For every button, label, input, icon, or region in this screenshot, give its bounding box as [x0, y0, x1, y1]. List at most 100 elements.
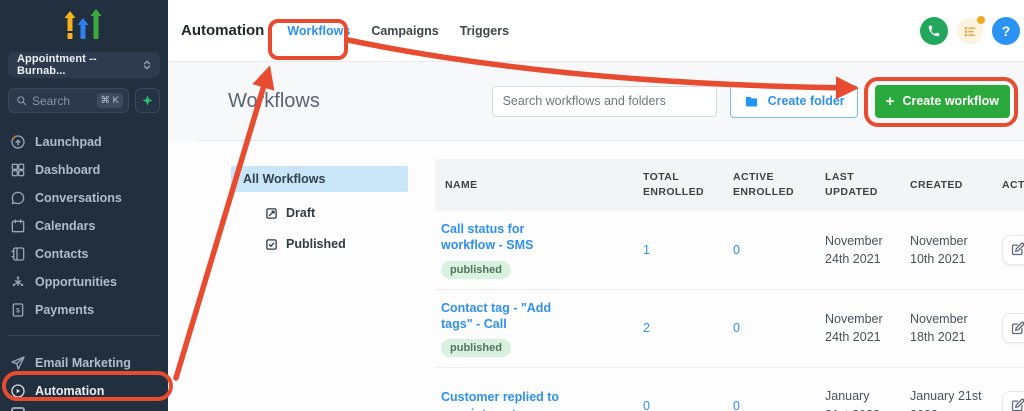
edit-pencil-icon [1010, 321, 1024, 336]
sidebar-item-email-marketing[interactable]: Email Marketing [0, 349, 168, 377]
create-folder-button[interactable]: Create folder [729, 84, 858, 118]
edit-workflow-button[interactable] [1002, 234, 1024, 265]
status-badge: published [441, 260, 511, 279]
topbar: Automation Workflows Campaigns Triggers [168, 0, 1024, 62]
tab-workflows[interactable]: Workflows [287, 23, 351, 38]
section-title: Workflows [228, 89, 320, 112]
total-enrolled-value[interactable]: 1 [643, 242, 650, 257]
automation-icon [10, 383, 26, 399]
tab-campaigns[interactable]: Campaigns [371, 23, 439, 38]
edit-pencil-icon [1010, 398, 1024, 411]
active-enrolled-value[interactable]: 0 [733, 398, 740, 411]
page-title: Automation [181, 22, 265, 39]
table-row: Customer replied to appointment - no 0 0… [435, 368, 1024, 411]
phone-icon [927, 24, 941, 38]
sidebar-item-label: Contacts [35, 247, 89, 261]
create-folder-label: Create folder [767, 94, 845, 108]
account-switcher[interactable]: Appointment -- Burnab... [8, 52, 160, 78]
column-header-created: CREATED [910, 178, 963, 191]
table-row: Contact tag - "Add tags" - Call publishe… [435, 290, 1024, 368]
workflow-search-input[interactable] [491, 85, 717, 117]
total-enrolled-value[interactable]: 2 [643, 321, 650, 336]
tab-triggers[interactable]: Triggers [459, 23, 510, 38]
account-switcher-value: Appointment -- Burnab... [17, 53, 97, 77]
workflow-name-link[interactable]: Customer replied to appointment - no [441, 390, 560, 411]
highlevel-logo [0, 8, 168, 44]
draft-icon [265, 207, 278, 220]
created-value: November 18th 2021 [910, 312, 968, 345]
edit-pencil-icon [1010, 242, 1024, 257]
sidebar-item-payments[interactable]: $ Payments [0, 296, 168, 324]
contacts-icon [10, 246, 26, 262]
column-header-active-enrolled: ACTIVE ENROLLED [733, 171, 794, 198]
email-marketing-icon [10, 355, 26, 371]
sidebar-item-label: Email Marketing [35, 356, 131, 370]
sidebar-divider [8, 335, 160, 336]
sidebar-item-label: Automation [35, 384, 105, 398]
create-workflow-button[interactable]: + Create workflow [874, 84, 1010, 118]
folder-all-workflows[interactable]: All Workflows [231, 166, 408, 192]
sidebar-item-label: Calendars [35, 219, 96, 233]
sidebar-search-row: Search ⌘ K [8, 88, 160, 113]
toolbar-divider [198, 140, 1024, 141]
main-area: Automation Workflows Campaigns Triggers [168, 0, 1024, 411]
plus-icon: + [885, 92, 895, 110]
create-workflow-label: Create workflow [902, 94, 999, 108]
sidebar-item-contacts[interactable]: Contacts [0, 240, 168, 268]
sidebar-item-calendars[interactable]: Calendars [0, 212, 168, 240]
sidebar-item-label: Opportunities [35, 275, 117, 289]
notification-dot [977, 15, 985, 24]
workflows-body: All Workflows Draft Published NAME TOTAL… [168, 141, 1024, 411]
sidebar: Appointment -- Burnab... Search ⌘ K [0, 0, 168, 411]
ai-spark-icon [141, 94, 154, 107]
folders-panel: All Workflows Draft Published [231, 159, 408, 411]
status-badge: published [441, 339, 511, 357]
folder-draft[interactable]: Draft [231, 201, 408, 225]
ai-assistant-button[interactable] [135, 88, 160, 113]
sidebar-nav: Launchpad Dashboard Conversations Calend… [0, 128, 168, 405]
last-updated-value: November 24th 2021 [825, 233, 883, 266]
column-header-total-enrolled: TOTAL ENROLLED [643, 171, 704, 198]
active-enrolled-value[interactable]: 0 [733, 242, 740, 257]
keyboard-shortcut-badge: ⌘ K [96, 93, 123, 108]
sidebar-item-conversations[interactable]: Conversations [0, 184, 168, 212]
svg-text:$: $ [16, 307, 20, 314]
column-header-last-updated: LAST UPDATED [825, 171, 878, 198]
opportunities-icon [10, 274, 26, 290]
workflow-name-link[interactable]: Call status for workflow - SMS [441, 222, 534, 253]
question-mark-icon: ? [1001, 22, 1011, 39]
content-area: Workflows Create folder + Create workflo… [168, 62, 1024, 411]
edit-workflow-button[interactable] [1002, 390, 1024, 411]
payments-icon: $ [10, 302, 26, 318]
table-header-row: NAME TOTAL ENROLLED ACTIVE ENROLLED LAST… [435, 159, 1024, 211]
activity-list-icon [963, 24, 977, 38]
sidebar-search-placeholder: Search [32, 93, 71, 108]
help-button[interactable]: ? [992, 16, 1020, 45]
launchpad-icon [10, 134, 26, 150]
total-enrolled-value[interactable]: 0 [643, 398, 650, 411]
column-header-name: NAME [445, 178, 478, 191]
workflows-table: NAME TOTAL ENROLLED ACTIVE ENROLLED LAST… [435, 159, 1024, 411]
topbar-actions: ? [920, 15, 1020, 45]
sidebar-item-label: Payments [35, 303, 95, 317]
folder-draft-label: Draft [286, 206, 316, 220]
published-icon [265, 238, 278, 251]
sidebar-item-label: Conversations [35, 191, 122, 205]
sidebar-item-launchpad[interactable]: Launchpad [0, 128, 168, 156]
active-enrolled-value[interactable]: 0 [733, 321, 740, 336]
dashboard-icon [10, 162, 26, 178]
folder-icon [743, 94, 760, 109]
last-updated-value: January 21st 2022 [825, 389, 880, 411]
phone-button[interactable] [920, 16, 948, 45]
sidebar-item-label: Dashboard [35, 163, 101, 177]
sidebar-item-automation[interactable]: Automation [0, 377, 168, 405]
sidebar-search-input[interactable]: Search ⌘ K [8, 88, 129, 113]
conversations-icon [10, 190, 26, 206]
sidebar-item-opportunities[interactable]: Opportunities [0, 268, 168, 296]
workflow-name-link[interactable]: Contact tag - "Add tags" - Call [441, 300, 552, 331]
edit-workflow-button[interactable] [1002, 313, 1024, 344]
created-value: January 21st 2022 [910, 389, 982, 411]
sidebar-item-dashboard[interactable]: Dashboard [0, 156, 168, 184]
notifications-button[interactable] [957, 15, 985, 44]
folder-published[interactable]: Published [231, 232, 408, 256]
